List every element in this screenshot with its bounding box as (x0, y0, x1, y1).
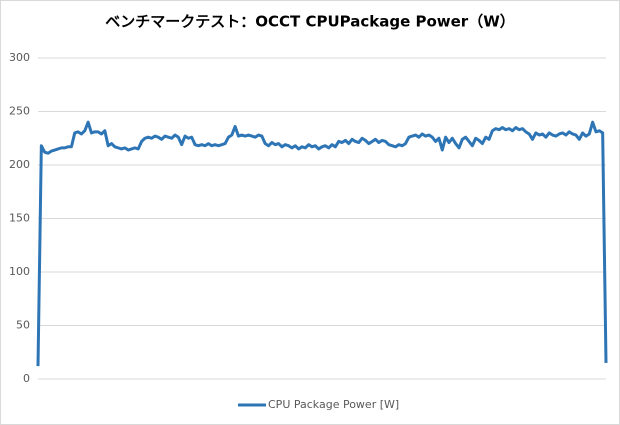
y-tick-label: 0 (23, 372, 30, 385)
y-tick-label: 200 (9, 158, 30, 171)
legend-label: CPU Package Power [W] (268, 398, 399, 411)
chart-title: ベンチマークテスト：OCCT CPUPackage Power（W） (105, 13, 515, 31)
y-tick-label: 250 (9, 105, 30, 118)
y-tick-label: 50 (16, 319, 30, 332)
data-line (36, 120, 608, 367)
y-tick-label: 300 (9, 51, 30, 64)
y-tick-label: 150 (9, 212, 30, 225)
y-tick-label: 100 (9, 265, 30, 278)
